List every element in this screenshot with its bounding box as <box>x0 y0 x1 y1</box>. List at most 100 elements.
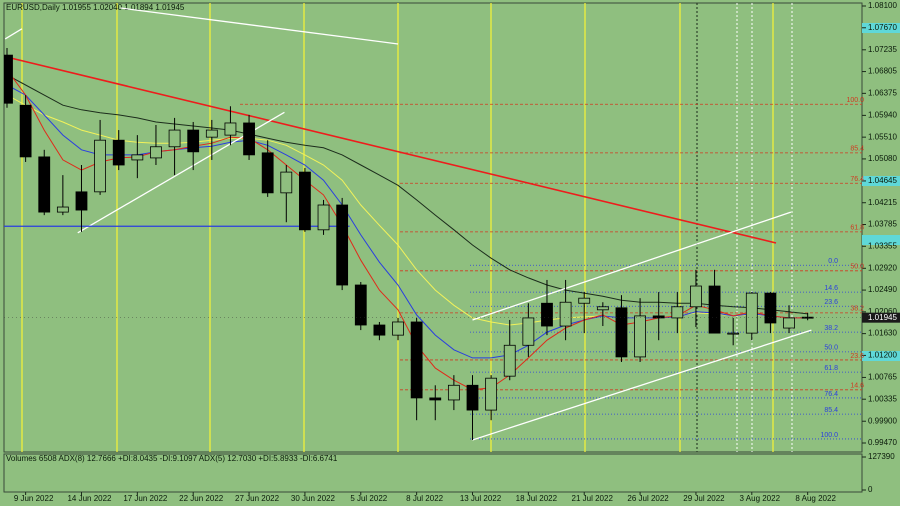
trendline <box>120 7 399 45</box>
candle-body <box>224 122 237 136</box>
chart-title: EURUSD,Daily 1.01955 1.02040 1.01894 1.0… <box>6 3 185 12</box>
y-tick-label: 1.01630 <box>868 329 897 338</box>
candle-body <box>373 324 386 336</box>
fib-label: 100.0 <box>846 97 864 104</box>
y-tick-label: 1.07235 <box>868 45 897 54</box>
y-tick-label: 1.02490 <box>868 285 897 294</box>
fib-label: 0.0 <box>828 258 838 265</box>
candle-body <box>522 317 535 346</box>
axis-highlight <box>862 235 900 245</box>
last-price-label: 1.01945 <box>868 313 897 322</box>
fib-label: 14.6 <box>850 383 864 390</box>
candle-body <box>634 315 646 358</box>
fib-label: 23.6 <box>850 353 864 360</box>
fib-label: 76.4 <box>824 391 838 398</box>
y-tick-label: 1.05510 <box>868 132 897 141</box>
fib-label: 50.0 <box>824 345 838 352</box>
volume-pane-frame <box>3 453 863 493</box>
axis-highlights <box>862 23 900 361</box>
x-tick-label: 3 Aug 2022 <box>740 494 781 503</box>
x-tick-label: 27 Jun 2022 <box>235 494 280 503</box>
y-tick-label: 1.05080 <box>868 154 897 163</box>
candle-body <box>150 146 162 159</box>
y-tick-label: 1.07670 <box>868 23 897 32</box>
candle-body <box>75 191 88 211</box>
candle-body <box>727 332 740 335</box>
candle-body <box>38 156 51 213</box>
y-tick-label: 1.02920 <box>868 263 897 272</box>
x-tick-label: 14 Jun 2022 <box>67 494 112 503</box>
fib-label: 85.4 <box>850 146 864 153</box>
x-tick-label: 13 Jul 2022 <box>460 494 502 503</box>
x-tick-label: 29 Jul 2022 <box>683 494 725 503</box>
y-tick-label: 1.04215 <box>868 198 897 207</box>
fib-label: 14.6 <box>824 285 838 292</box>
trendline <box>4 28 23 40</box>
candle-body <box>280 171 293 194</box>
candle-body <box>299 171 311 231</box>
candle-body <box>541 302 553 327</box>
candle-body <box>131 154 144 161</box>
y-tick-label: 1.03785 <box>868 220 897 229</box>
x-tick-label: 22 Jun 2022 <box>179 494 224 503</box>
y-tick-label: 1.08100 <box>868 1 897 10</box>
candle-body <box>392 321 404 336</box>
moving-average <box>6 74 808 315</box>
x-tick-label: 8 Jul 2022 <box>406 494 443 503</box>
axis-highlight <box>862 23 900 33</box>
x-tick-label: 26 Jul 2022 <box>627 494 669 503</box>
candle-body <box>205 129 218 138</box>
fib-label: 38.2 <box>850 306 864 313</box>
candle-body <box>801 316 814 319</box>
candle-body <box>652 315 665 319</box>
candle-body <box>4 54 13 104</box>
y-tick-label: 1.00765 <box>868 373 897 382</box>
candle-body <box>243 122 255 156</box>
candle-body <box>261 152 274 194</box>
volume-tick-label: 127390 <box>868 452 895 461</box>
axis-highlight <box>862 351 900 361</box>
fib-label: 61.8 <box>824 365 838 372</box>
candle-body <box>708 285 721 334</box>
candle-body <box>485 377 498 411</box>
fib-label: 61.8 <box>850 225 864 232</box>
y-tick-label: 1.03355 <box>868 241 897 250</box>
x-tick-label: 30 Jun 2022 <box>291 494 336 503</box>
x-tick-label: 21 Jul 2022 <box>572 494 614 503</box>
fib-label: 38.2 <box>824 325 838 332</box>
candle-body <box>578 297 591 304</box>
y-tick-label: 1.05940 <box>868 110 897 119</box>
candle-body <box>615 307 628 358</box>
candle-body <box>187 129 200 153</box>
fib-label: 23.6 <box>824 299 838 306</box>
candle-body <box>168 129 181 148</box>
candle-body <box>19 104 32 158</box>
fib-label: 50.0 <box>850 264 864 271</box>
axis-highlight <box>862 176 900 186</box>
candle-body <box>745 292 758 334</box>
volume-pane-label: Volumes 6508 ADX(8) 12.7666 +DI:8.0435 -… <box>6 454 338 463</box>
x-tick-label: 5 Jul 2022 <box>350 494 387 503</box>
fib-label: 100.0 <box>820 432 838 439</box>
y-tick-label: 1.06805 <box>868 67 897 76</box>
trendline <box>472 329 812 441</box>
y-tick-label: 1.00335 <box>868 394 897 403</box>
y-tick-label: 1.04645 <box>868 176 897 185</box>
plot-frame <box>3 2 863 453</box>
candle-body <box>429 397 442 401</box>
candle-body <box>317 204 330 231</box>
candle-body <box>336 204 349 286</box>
candle-body <box>764 292 777 324</box>
y-tick-label: 0.99470 <box>868 438 897 447</box>
fib-label: 85.4 <box>824 407 838 414</box>
last-price-box <box>862 312 900 323</box>
x-tick-label: 9 Jun 2022 <box>14 494 54 503</box>
candle-body <box>56 206 69 213</box>
fib-label: 76.4 <box>850 176 864 183</box>
candle-body <box>447 384 460 401</box>
y-tick-label: 1.02060 <box>868 307 897 316</box>
candle-body <box>112 139 125 166</box>
y-tick-label: 0.99900 <box>868 416 897 425</box>
candle-body <box>410 321 423 399</box>
